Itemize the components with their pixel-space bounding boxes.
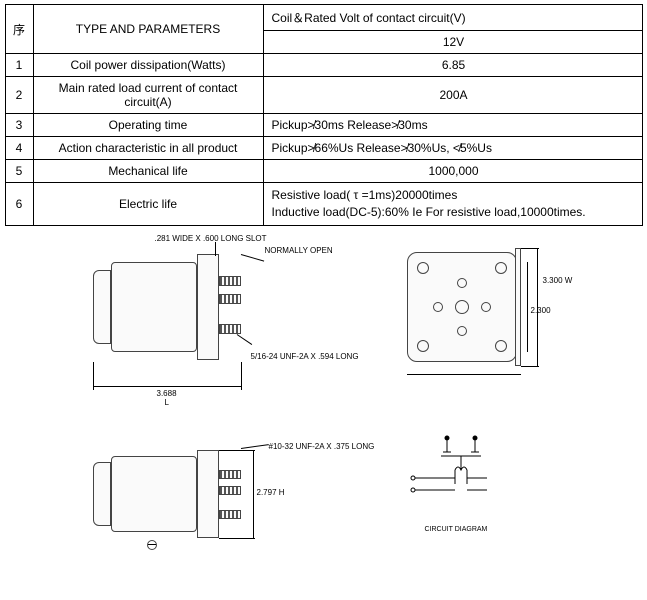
callout-thread2: #10-32 UNF-2A X .375 LONG bbox=[269, 442, 375, 451]
screw-slot bbox=[148, 544, 156, 545]
header-param: TYPE AND PARAMETERS bbox=[33, 5, 263, 54]
hole-w bbox=[433, 302, 443, 312]
row-seq: 4 bbox=[5, 137, 33, 160]
leader-thread2 bbox=[240, 444, 268, 449]
terminal-b2 bbox=[219, 486, 241, 495]
side-view-flange bbox=[197, 254, 219, 360]
table-row: 4Action characteristic in all productPic… bbox=[5, 137, 642, 160]
dim-h-line bbox=[253, 450, 254, 538]
dim-inner-line bbox=[527, 262, 528, 352]
table-row: 2Main rated load current of contact circ… bbox=[5, 77, 642, 114]
header-seq: 序 bbox=[5, 5, 33, 54]
dim-w-top bbox=[521, 248, 539, 249]
table-row: 3Operating timePickup≯30ms Release≯30ms bbox=[5, 114, 642, 137]
row-param: Main rated load current of contact circu… bbox=[33, 77, 263, 114]
leader-thread1 bbox=[236, 334, 251, 345]
row-val: Resistive load( τ =1ms)20000timesInducti… bbox=[263, 183, 642, 226]
header-val-top: Coil＆Rated Volt of contact circuit(V) bbox=[263, 5, 642, 31]
terminal-3 bbox=[219, 324, 241, 334]
dim-w-bot bbox=[521, 366, 539, 367]
row-param: Electric life bbox=[33, 183, 263, 226]
row-seq: 6 bbox=[5, 183, 33, 226]
face-bottom-line bbox=[407, 374, 521, 375]
bottom-screw bbox=[147, 540, 157, 550]
leader-slot bbox=[215, 242, 216, 256]
hole-n bbox=[457, 278, 467, 288]
row-param: Mechanical life bbox=[33, 160, 263, 183]
row-val: 200A bbox=[263, 77, 642, 114]
bottom-view-motor bbox=[93, 462, 111, 526]
dim-ext-left bbox=[93, 362, 94, 390]
diagram-area: .281 WIDE X .600 LONG SLOT NORMALLY OPEN… bbox=[5, 234, 643, 569]
bolt-br bbox=[495, 340, 507, 352]
bottom-view-flange bbox=[197, 450, 219, 538]
header-val-bottom: 12V bbox=[263, 31, 642, 54]
callout-length-label: L bbox=[165, 398, 169, 407]
row-param: Operating time bbox=[33, 114, 263, 137]
row-seq: 3 bbox=[5, 114, 33, 137]
callout-height: 2.797 H bbox=[257, 488, 285, 497]
side-view-motor bbox=[93, 270, 111, 344]
row-seq: 2 bbox=[5, 77, 33, 114]
spec-table: 序 TYPE AND PARAMETERS Coil＆Rated Volt of… bbox=[5, 4, 643, 226]
hole-e bbox=[481, 302, 491, 312]
row-seq: 1 bbox=[5, 54, 33, 77]
circuit-diagram-svg bbox=[405, 434, 525, 524]
dim-h-top bbox=[219, 450, 255, 451]
bolt-tl bbox=[417, 262, 429, 274]
terminal-b1 bbox=[219, 470, 241, 479]
callout-slot: .281 WIDE X .600 LONG SLOT bbox=[155, 234, 267, 243]
row-val: 1000,000 bbox=[263, 160, 642, 183]
dim-length-line bbox=[93, 386, 241, 387]
bolt-tr bbox=[495, 262, 507, 274]
row-param: Coil power dissipation(Watts) bbox=[33, 54, 263, 77]
leader-no bbox=[240, 254, 263, 262]
center-hole bbox=[455, 300, 469, 314]
terminal-b3 bbox=[219, 510, 241, 519]
callout-length: 3.688 bbox=[157, 389, 177, 398]
callout-normally-open: NORMALLY OPEN bbox=[265, 246, 333, 255]
callout-width: 3.300 W bbox=[543, 276, 573, 285]
row-val: Pickup≯30ms Release≯30ms bbox=[263, 114, 642, 137]
hole-s bbox=[457, 326, 467, 336]
row-val: 6.85 bbox=[263, 54, 642, 77]
table-row: 5Mechanical life1000,000 bbox=[5, 160, 642, 183]
callout-circuit: CIRCUIT DIAGRAM bbox=[425, 526, 488, 533]
row-val: Pickup≯66%Us Release≯30%Us, ≮5%Us bbox=[263, 137, 642, 160]
dim-ext-right bbox=[241, 362, 242, 390]
terminal-2 bbox=[219, 294, 241, 304]
side-view-body bbox=[111, 262, 197, 352]
bottom-view-body bbox=[111, 456, 197, 532]
table-row: 1Coil power dissipation(Watts)6.85 bbox=[5, 54, 642, 77]
table-row: 6Electric lifeResistive load( τ =1ms)200… bbox=[5, 183, 642, 226]
bolt-bl bbox=[417, 340, 429, 352]
row-seq: 5 bbox=[5, 160, 33, 183]
dim-h-bot bbox=[219, 538, 255, 539]
row-param: Action characteristic in all product bbox=[33, 137, 263, 160]
face-flange bbox=[515, 248, 521, 366]
terminal-1 bbox=[219, 276, 241, 286]
callout-thread1: 5/16-24 UNF-2A X .594 LONG bbox=[251, 352, 359, 361]
callout-inner: 2.300 bbox=[531, 306, 551, 315]
